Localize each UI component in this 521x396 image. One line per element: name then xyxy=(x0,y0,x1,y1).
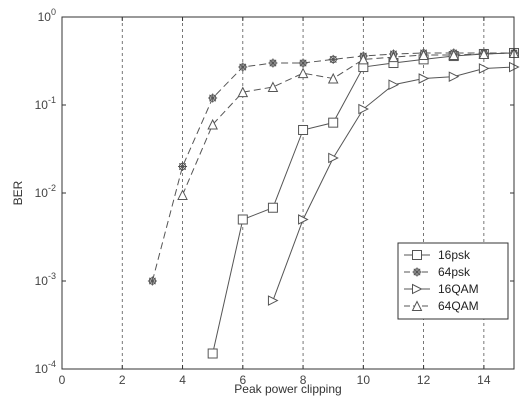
point-16psk-0 xyxy=(207,348,218,359)
legend-item-64psk: 64psk xyxy=(404,265,471,279)
legend-label-64psk: 64psk xyxy=(438,265,471,279)
y-tick-label-3: 10-1 xyxy=(35,95,56,112)
y-tick-label-2: 10-2 xyxy=(35,183,56,200)
point-16psk-1 xyxy=(237,214,248,225)
point-16QAM-3 xyxy=(358,103,369,115)
series-line-64QAM xyxy=(182,52,515,196)
point-64QAM-3 xyxy=(267,81,279,93)
point-16QAM-6 xyxy=(448,71,460,82)
x-tick-label-0: 0 xyxy=(59,373,66,387)
x-tick-label-2: 4 xyxy=(179,373,186,387)
point-16psk-4 xyxy=(328,117,339,128)
y-tick-label-1: 10-3 xyxy=(35,271,56,288)
series-16QAM xyxy=(267,61,520,306)
y-tick-label-0: 10-4 xyxy=(35,359,56,376)
point-64QAM-10 xyxy=(478,48,490,59)
point-64QAM-8 xyxy=(418,49,429,60)
legend-label-16psk: 16psk xyxy=(438,248,471,262)
legend-marker-64psk xyxy=(412,267,422,277)
point-64QAM-5 xyxy=(327,72,339,84)
point-64QAM-0 xyxy=(177,189,188,200)
point-16QAM-5 xyxy=(418,73,430,84)
series-layer xyxy=(147,47,520,359)
point-64psk-1 xyxy=(178,162,188,172)
point-64psk-6 xyxy=(328,54,338,64)
point-64psk-5 xyxy=(298,58,308,68)
x-axis-label: Peak power clipping xyxy=(234,382,341,396)
point-64QAM-9 xyxy=(448,49,460,60)
series-64QAM xyxy=(177,47,520,200)
legend-item-16psk: 16psk xyxy=(404,248,471,262)
legend-item-16QAM: 16QAM xyxy=(404,282,479,296)
point-64QAM-6 xyxy=(358,53,369,65)
point-16psk-2 xyxy=(267,202,278,213)
point-16QAM-4 xyxy=(388,79,400,91)
point-16psk-3 xyxy=(298,124,309,135)
legend-marker-16QAM xyxy=(412,283,423,295)
point-64psk-3 xyxy=(238,62,248,72)
x-tick-label-5: 10 xyxy=(357,373,371,387)
point-16QAM-0 xyxy=(267,295,279,306)
point-64QAM-7 xyxy=(388,51,399,63)
legend-label-64QAM: 64QAM xyxy=(438,299,479,313)
point-64psk-2 xyxy=(208,93,218,103)
x-tick-label-7: 14 xyxy=(477,373,491,387)
y-axis: 10-4 10-3 10-2 10-1 100 xyxy=(35,7,514,376)
x-tick-label-6: 12 xyxy=(417,373,431,387)
point-64QAM-2 xyxy=(237,86,249,98)
point-16QAM-1 xyxy=(298,214,309,225)
legend-marker-16psk xyxy=(412,250,422,260)
point-64QAM-1 xyxy=(207,118,218,130)
y-axis-label: BER xyxy=(11,180,25,205)
x-tick-label-1: 2 xyxy=(119,373,126,387)
point-16QAM-2 xyxy=(328,152,339,164)
y-tick-label-4: 100 xyxy=(38,7,56,24)
legend-label-16QAM: 16QAM xyxy=(438,282,479,296)
legend-marker-64QAM xyxy=(411,300,423,311)
point-64psk-4 xyxy=(268,58,278,68)
point-64psk-0 xyxy=(147,276,157,286)
point-16QAM-7 xyxy=(478,63,490,74)
x-axis: 0 2 4 6 8 10 12 14 xyxy=(59,17,491,387)
point-64QAM-4 xyxy=(297,67,309,79)
x-tick-label-3: 6 xyxy=(239,373,246,387)
x-tick-label-4: 8 xyxy=(300,373,307,387)
legend-item-64QAM: 64QAM xyxy=(404,299,479,313)
legend: 16psk 64psk 16QAM 64QAM xyxy=(397,242,509,320)
